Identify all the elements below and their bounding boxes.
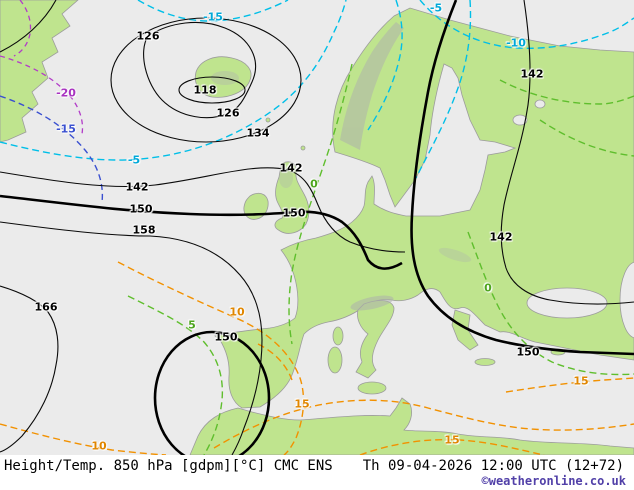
contour-label: 0 [484, 281, 492, 295]
contour-label: -15 [56, 122, 76, 136]
contour-label: 126 [136, 29, 160, 43]
contour-label: 142 [125, 180, 149, 194]
contour-label: 15 [444, 433, 460, 447]
weather-map: 126 118 126 134 142 150 142 150 158 166 … [0, 0, 634, 455]
contour-label: 10 [91, 439, 107, 453]
contour-label: -5 [429, 1, 443, 15]
map-canvas [0, 0, 634, 455]
temp-contours-orange [0, 261, 634, 455]
temp-contours-cyan [0, 0, 634, 179]
contour-label: 126 [216, 106, 240, 120]
contour-label: 166 [34, 300, 58, 314]
chart-title: Height/Temp. 850 hPa [gdpm][°C] CMC ENS [4, 458, 333, 474]
height-contours-thick [0, 0, 634, 455]
contour-label: 142 [489, 230, 513, 244]
contour-label: -15 [203, 10, 223, 24]
contour-label: -20 [56, 86, 76, 100]
contour-label: -5 [127, 153, 141, 167]
terrain-shading [211, 22, 472, 311]
contour-label: 150 [516, 345, 540, 359]
contour-label: 10 [229, 305, 245, 319]
contour-label: 15 [573, 374, 589, 388]
contour-label: 0 [310, 177, 318, 191]
contour-label: 142 [279, 161, 303, 175]
contour-label: -10 [506, 36, 526, 50]
contour-label: 150 [282, 206, 306, 220]
contour-label: 118 [193, 83, 217, 97]
valid-time: Th 09-04-2026 12:00 UTC (12+72) [362, 458, 624, 474]
height-contours-thin [0, 0, 634, 455]
contour-label: 134 [246, 126, 270, 140]
contour-label: 158 [132, 223, 156, 237]
contour-label: 5 [188, 318, 196, 332]
temp-contours-purple [0, 0, 84, 135]
contour-label: 15 [294, 397, 310, 411]
contour-label: 150 [214, 330, 238, 344]
caption-bar: Height/Temp. 850 hPa [gdpm][°C] CMC ENS … [0, 455, 634, 490]
contour-label: 150 [129, 202, 153, 216]
credit-link[interactable]: ©weatheronline.co.uk [481, 474, 627, 488]
inland-seas [512, 99, 634, 339]
contour-label: 142 [520, 67, 544, 81]
